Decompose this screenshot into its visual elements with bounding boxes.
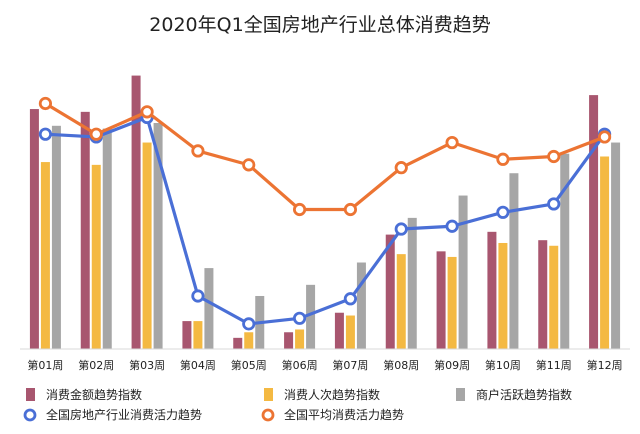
x-tick-label: 第05周 xyxy=(231,358,267,372)
x-tick-label: 第01周 xyxy=(27,358,63,372)
x-tick-label: 第02周 xyxy=(78,358,114,372)
point-l2-3 xyxy=(140,105,154,119)
legend-swatch xyxy=(456,388,465,401)
bar-s2-9 xyxy=(447,256,457,349)
bar-s2-6 xyxy=(295,329,305,349)
chart-title: 2020年Q1全国房地产行业总体消费趋势 xyxy=(149,14,490,36)
bar-s1-1 xyxy=(29,109,39,349)
legend-swatch xyxy=(264,388,273,401)
bar-s3-7 xyxy=(356,262,366,349)
bar-s3-10 xyxy=(509,173,519,349)
bar-s3-9 xyxy=(458,195,468,349)
point-l1-6 xyxy=(292,311,307,325)
bar-s1-8 xyxy=(385,234,395,349)
point-l2-7 xyxy=(343,202,358,217)
bar-s1-5 xyxy=(233,337,243,349)
bar-s2-1 xyxy=(40,162,50,349)
x-tick-label: 第06周 xyxy=(282,358,318,372)
point-l1-8 xyxy=(394,222,408,236)
point-l2-9 xyxy=(445,135,459,150)
bar-s3-6 xyxy=(306,284,316,349)
x-tick-label: 第04周 xyxy=(180,358,216,372)
point-l2-10 xyxy=(496,152,510,166)
line-series-1 xyxy=(43,115,607,326)
point-l2-2 xyxy=(89,127,103,141)
legend-marker xyxy=(261,408,275,422)
x-tick-label: 第03周 xyxy=(129,358,165,372)
x-tick-label: 第10周 xyxy=(485,358,521,372)
x-axis-ticks: 第01周 第02周 第03周 第04周 第05周 第06周 第07周 第08周 第09周 第10周… xyxy=(27,358,622,372)
bar-s3-8 xyxy=(407,217,417,349)
bar-s1-11 xyxy=(538,240,548,349)
legend-swatch xyxy=(26,388,35,401)
x-tick-label: 第08周 xyxy=(383,358,419,372)
point-l2-6 xyxy=(292,202,307,217)
legend-label: 商户活跃趋势指数 xyxy=(476,387,572,402)
bar-s2-11 xyxy=(549,245,559,349)
bar-s2-3 xyxy=(142,142,152,349)
bar-s1-10 xyxy=(487,231,497,349)
legend-label: 全国房地产行业消费活力趋势 xyxy=(46,407,202,422)
point-l1-1 xyxy=(38,127,53,141)
point-l2-11 xyxy=(547,149,561,164)
point-l2-5 xyxy=(242,158,256,172)
bar-s1-9 xyxy=(436,251,446,349)
bar-s2-4 xyxy=(193,321,203,349)
bar-s3-4 xyxy=(204,268,214,349)
bar-s1-7 xyxy=(334,312,344,349)
point-l2-12 xyxy=(597,130,612,144)
point-l2-8 xyxy=(394,161,408,175)
bar-s2-12 xyxy=(600,156,610,349)
point-l1-7 xyxy=(343,292,358,306)
point-l1-11 xyxy=(547,197,561,211)
legend-label: 消费金额趋势指数 xyxy=(46,387,142,402)
lines-layer xyxy=(38,96,612,331)
point-l1-9 xyxy=(445,219,459,233)
bar-s2-2 xyxy=(91,164,101,349)
legend-label: 消费人次趋势指数 xyxy=(284,387,380,402)
x-tick-label: 第12周 xyxy=(587,358,623,372)
bar-s3-12 xyxy=(611,142,621,349)
point-l1-5 xyxy=(242,317,256,331)
bar-s2-8 xyxy=(396,254,406,349)
point-l2-4 xyxy=(191,144,205,158)
x-tick-label: 第07周 xyxy=(332,358,368,372)
bar-s3-3 xyxy=(153,123,163,349)
x-tick-label: 第11周 xyxy=(536,358,572,372)
point-l1-4 xyxy=(191,289,205,303)
bar-s3-11 xyxy=(560,153,570,349)
bar-s2-10 xyxy=(498,242,508,349)
bar-s3-1 xyxy=(51,125,61,349)
x-tick-label: 第09周 xyxy=(434,358,470,372)
bar-s1-6 xyxy=(284,332,294,349)
point-l2-1 xyxy=(38,96,53,111)
bar-s1-2 xyxy=(80,111,90,349)
bar-s1-4 xyxy=(182,321,192,349)
bars-layer xyxy=(29,75,621,349)
legend-marker xyxy=(23,408,37,422)
bar-s1-12 xyxy=(589,95,599,349)
bar-s3-2 xyxy=(102,128,112,349)
bar-s2-7 xyxy=(345,315,355,349)
line-series-2 xyxy=(43,101,607,212)
bar-s1-3 xyxy=(131,75,141,349)
point-l1-10 xyxy=(496,205,510,219)
legend-label: 全国平均消费活力趋势 xyxy=(284,407,404,422)
bar-s2-5 xyxy=(244,332,254,349)
